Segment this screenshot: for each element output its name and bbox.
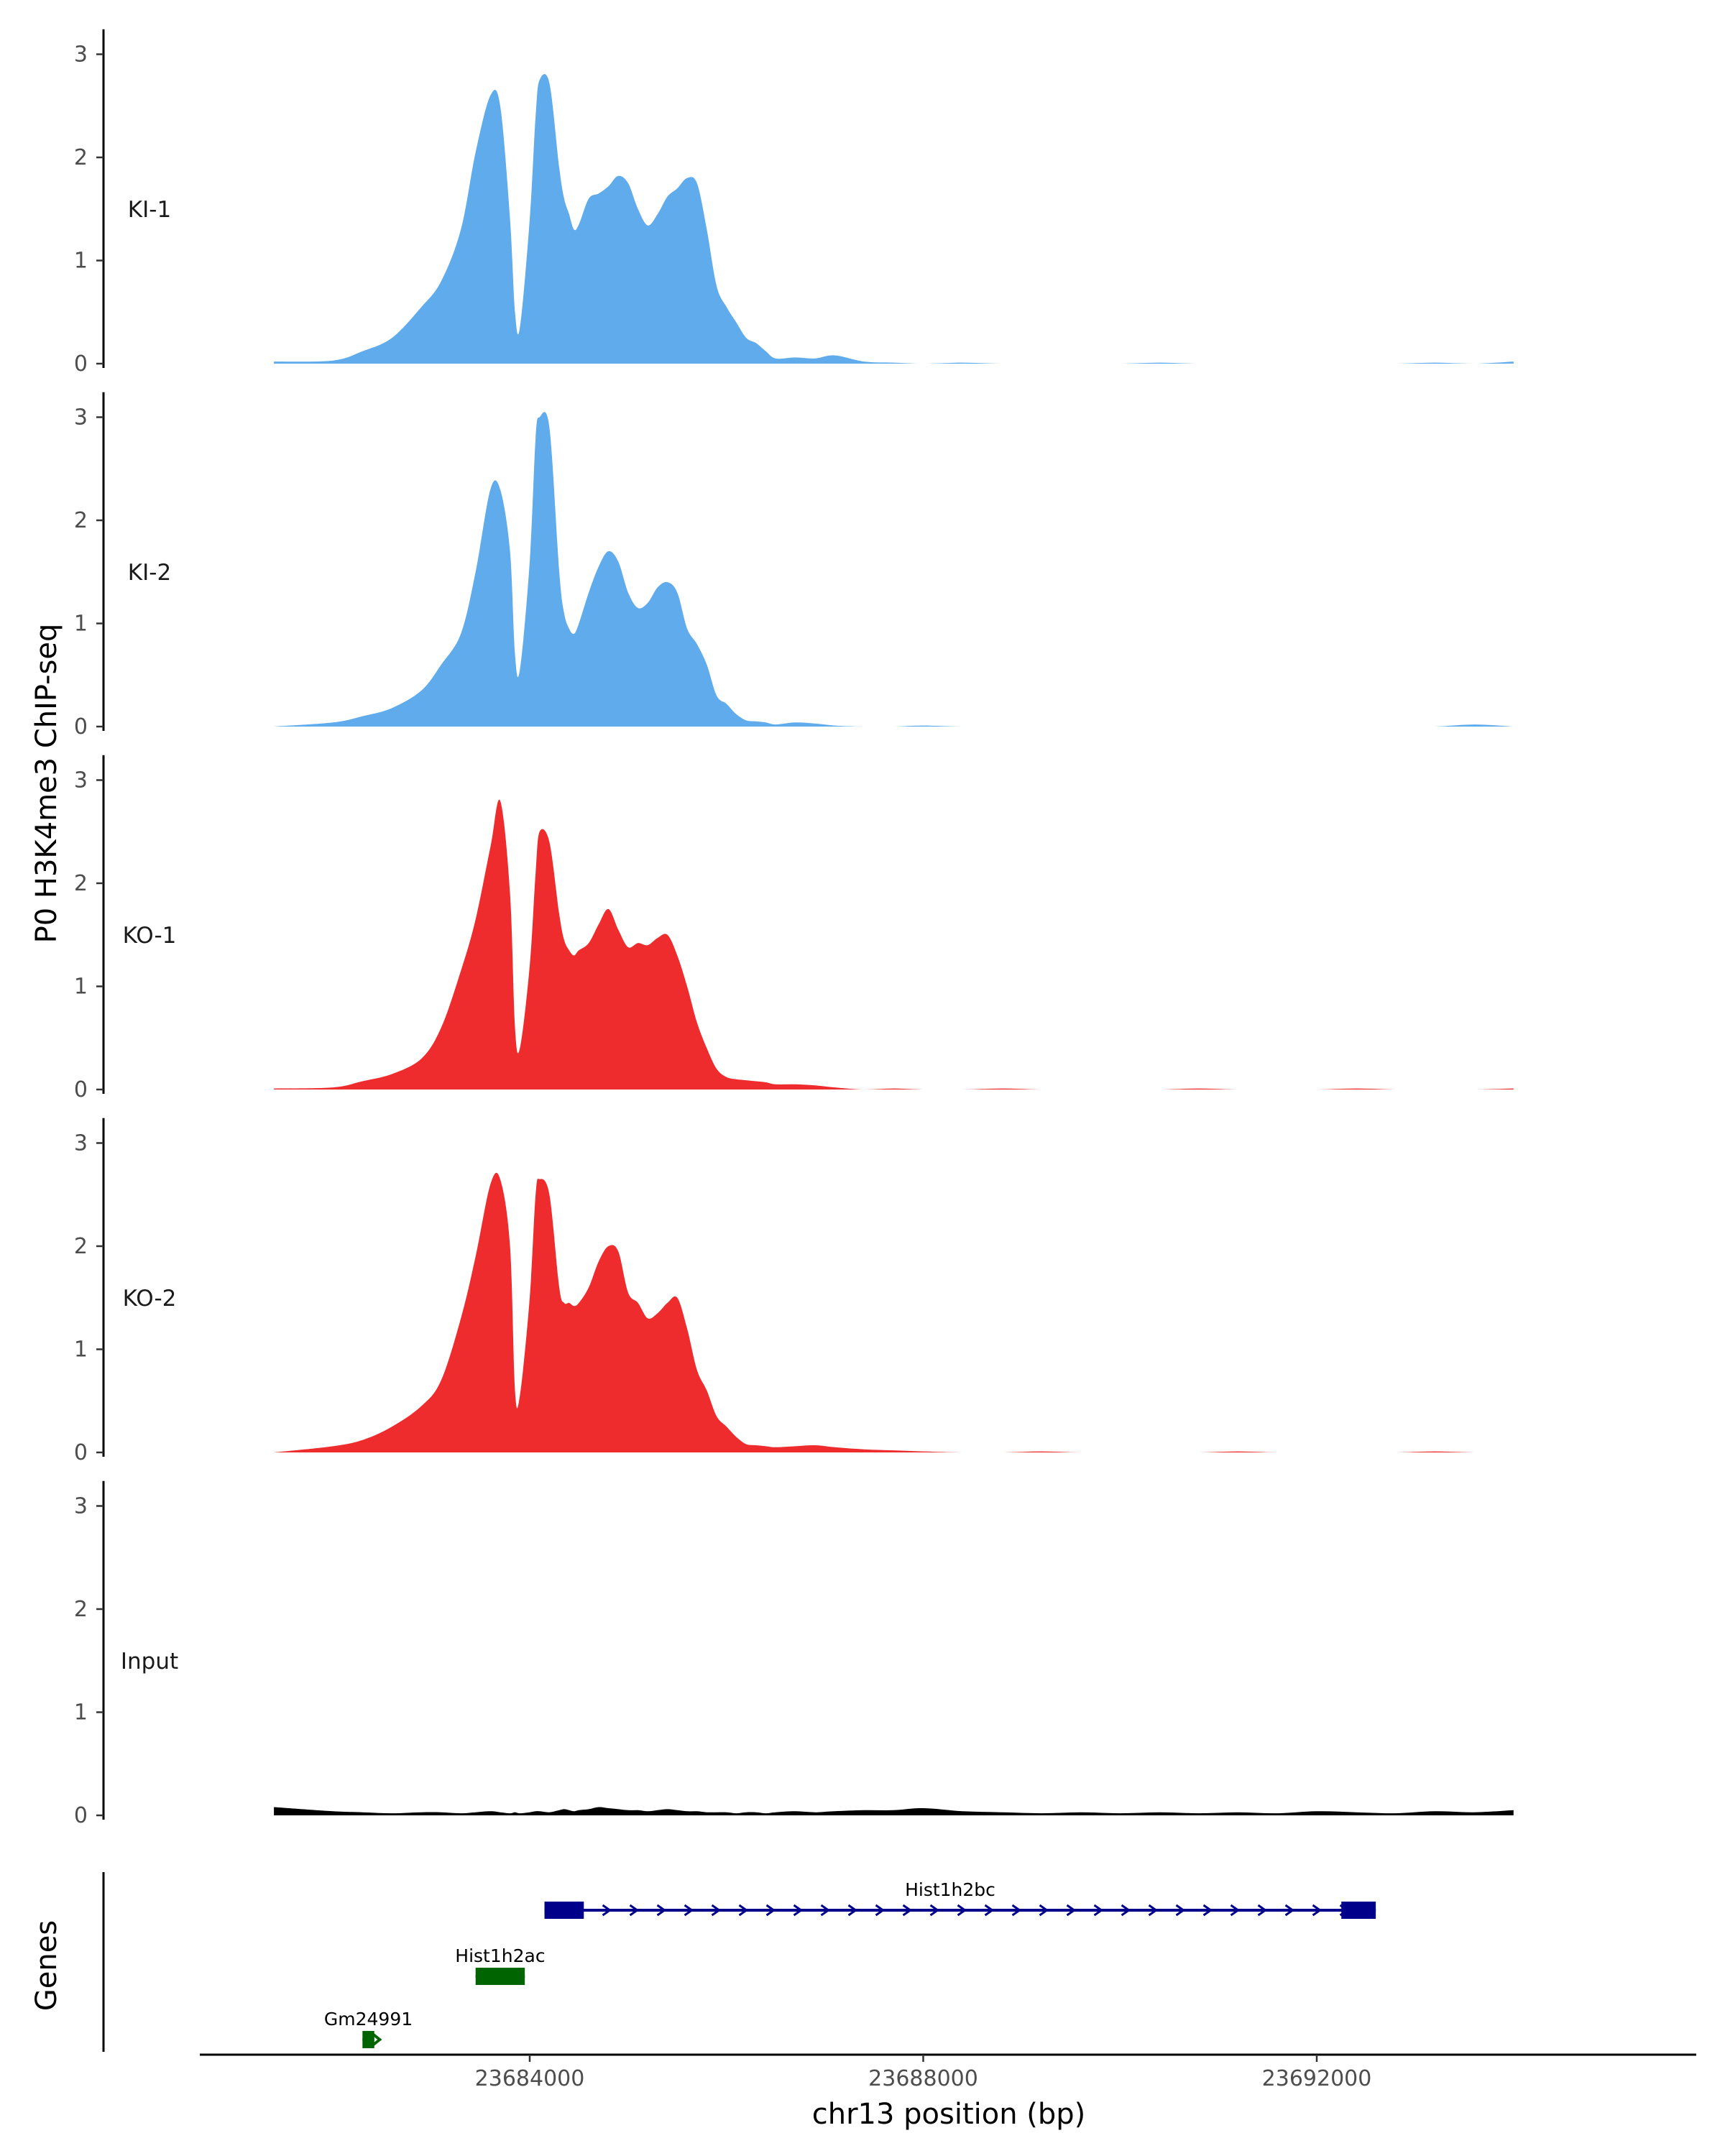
- strand-arrow: [1148, 1904, 1159, 1917]
- strand-arrow: [929, 1904, 940, 1917]
- y-tick-label: 0: [74, 351, 88, 377]
- gene-exon: [544, 1902, 584, 1919]
- coverage-area-input: [274, 1807, 1514, 1815]
- y-tick-label: 2: [74, 1234, 88, 1259]
- strand-arrow: [957, 1904, 967, 1917]
- track-label: KI-2: [128, 560, 171, 586]
- strand-arrow: [1312, 1904, 1322, 1917]
- track-ki-2: 0 1 2 3 KI-2: [74, 392, 1514, 740]
- y-tick-label: 0: [74, 1077, 88, 1102]
- gene-hist1h2bc: Hist1h2bc: [544, 1879, 1376, 1919]
- track-input: 0 1 2 3 Input: [74, 1480, 1514, 1828]
- strand-arrow: [656, 1904, 667, 1917]
- genes-panel: Genes Hist1h2bc Hist1h2ac Gm24991: [30, 1872, 1376, 2052]
- gene-label: Hist1h2bc: [905, 1879, 995, 1900]
- gene-exon: [362, 2031, 374, 2048]
- strand-arrow: [1011, 1904, 1022, 1917]
- y-tick-label: 1: [74, 612, 88, 637]
- y-tick-label: 2: [74, 1597, 88, 1622]
- strand-arrow: [711, 1904, 722, 1917]
- y-tick-label: 1: [74, 249, 88, 274]
- strand-arrow: [629, 1904, 640, 1917]
- gene-models: Hist1h2bc Hist1h2ac Gm24991: [324, 1879, 1376, 2048]
- strand-arrow: [1284, 1904, 1295, 1917]
- gene-exon: [1341, 1902, 1376, 1919]
- strand-arrow: [984, 1904, 995, 1917]
- gene-gm24991: Gm24991: [324, 2009, 413, 2048]
- coverage-area-ko-1: [274, 799, 1514, 1089]
- y-tick-label: 3: [74, 42, 88, 68]
- track-label: KI-1: [128, 197, 171, 223]
- y-tick-label: 0: [74, 1440, 88, 1465]
- x-tick-label: 23684000: [475, 2066, 585, 2091]
- genes-axis-title: Genes: [30, 1920, 63, 2011]
- track-ki-1: 0 1 2 3 KI-1: [74, 29, 1514, 377]
- strand-arrow: [372, 2032, 382, 2047]
- x-axis-title: chr13 position (bp): [812, 2098, 1086, 2131]
- y-tick-label: 3: [74, 768, 88, 793]
- gene-label: Hist1h2ac: [455, 1945, 545, 1966]
- strand-arrow: [793, 1904, 804, 1917]
- y-tick-label: 2: [74, 871, 88, 896]
- strand-arrow: [875, 1904, 886, 1917]
- strand-arrow: [1039, 1904, 1049, 1917]
- y-tick-label: 2: [74, 508, 88, 533]
- strand-arrow: [1175, 1904, 1186, 1917]
- y-tick-label: 1: [74, 1700, 88, 1726]
- y-tick-label: 3: [74, 405, 88, 430]
- strand-arrow: [738, 1904, 749, 1917]
- x-axis-ticks: 23684000 23688000 23692000: [475, 2055, 1372, 2091]
- track-ko-1: 0 1 2 3 KO-1: [74, 755, 1514, 1102]
- track-label: Input: [121, 1649, 178, 1674]
- y-tick-label: 0: [74, 1803, 88, 1828]
- x-axis: 23684000 23688000 23692000 chr13 position …: [200, 2053, 1696, 2131]
- y-tick-label: 1: [74, 975, 88, 1000]
- strand-arrow: [847, 1904, 858, 1917]
- gene-hist1h2ac: Hist1h2ac: [455, 1945, 546, 1985]
- x-tick-label: 23692000: [1262, 2066, 1372, 2091]
- strand-arrow: [765, 1904, 776, 1917]
- y-tick-label: 3: [74, 1494, 88, 1519]
- strand-arrow: [1121, 1904, 1131, 1917]
- y-tick-label: 0: [74, 714, 88, 740]
- track-label: KO-1: [123, 923, 177, 949]
- strand-arrow: [1066, 1904, 1077, 1917]
- strand-arrow: [1230, 1904, 1241, 1917]
- y-axis-title: P0 H3K4me3 ChIP-seq: [30, 624, 63, 944]
- strand-arrow: [1257, 1904, 1268, 1917]
- y-tick-label: 3: [74, 1131, 88, 1156]
- strand-arrow: [820, 1904, 831, 1917]
- x-tick-label: 23688000: [868, 2066, 978, 2091]
- gene-exon: [475, 1968, 525, 1985]
- coverage-area-ko-2: [274, 1172, 1514, 1452]
- track-label: KO-2: [123, 1286, 177, 1312]
- y-tick-label: 2: [74, 145, 88, 170]
- strand-arrow: [1202, 1904, 1213, 1917]
- coverage-tracks: 0 1 2 3 KI-1 0 1 2 3 KI-2 0 1 2 3 KO-1 0 1 2 3 KO-2 0 1 2 3 Inpu…: [74, 29, 1514, 1828]
- coverage-area-ki-1: [274, 73, 1514, 364]
- track-ko-2: 0 1 2 3 KO-2: [74, 1118, 1514, 1465]
- strand-arrow: [602, 1904, 612, 1917]
- gene-label: Gm24991: [324, 2009, 413, 2030]
- strand-arrow: [684, 1904, 694, 1917]
- strand-arrow: [902, 1904, 913, 1917]
- strand-arrow: [1093, 1904, 1104, 1917]
- coverage-area-ki-2: [274, 412, 1514, 727]
- y-tick-label: 1: [74, 1337, 88, 1363]
